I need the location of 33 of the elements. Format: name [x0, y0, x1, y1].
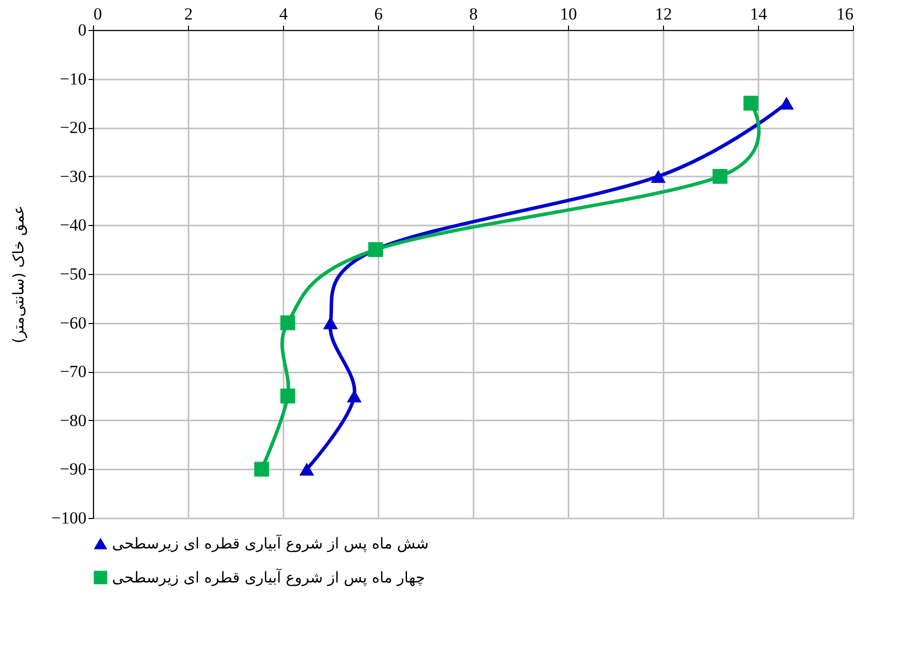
- y-tick-label: −60: [60, 313, 86, 332]
- point: [254, 462, 270, 477]
- point: [743, 96, 758, 111]
- y-tick-label: −50: [60, 264, 86, 284]
- y-tick-label: −20: [60, 118, 86, 138]
- x-tick-label: 10: [560, 4, 577, 24]
- x-tick-label: 8: [469, 4, 478, 24]
- y-tick-label: −80: [60, 410, 86, 430]
- y-tick-label: −30: [60, 166, 86, 186]
- point: [280, 315, 296, 330]
- x-tick-label: 0: [94, 4, 102, 24]
- x-tick-label: 4: [279, 4, 288, 24]
- y-tick-label: 0: [78, 20, 86, 40]
- point: [299, 462, 314, 476]
- legend-label: چهار ماه پس از شروع آبیاری قطره ای زیرسطحی: [112, 568, 426, 586]
- x-tick-label: 2: [184, 4, 193, 24]
- x-tick-label: 12: [655, 4, 672, 24]
- y-tick-label: −70: [60, 362, 86, 382]
- y-axis-title: عمق خاک (سانتی‌متر): [9, 206, 28, 344]
- y-tick-label: −40: [60, 216, 86, 235]
- point: [779, 96, 794, 110]
- y-tick-label: −10: [60, 69, 86, 88]
- y-tick-label: −100: [51, 508, 86, 528]
- point: [712, 168, 728, 184]
- legend-label: شش ماه پس از شروع آبیاری قطره ای زیرسطحی: [112, 534, 429, 552]
- point: [346, 390, 362, 402]
- x-tick-label: 6: [374, 4, 383, 24]
- x-tick-label: 14: [750, 4, 768, 24]
- point: [323, 316, 338, 330]
- point: [650, 170, 666, 183]
- y-tick-label: −90: [60, 460, 86, 479]
- x-tick-label: 16: [836, 4, 854, 24]
- point: [280, 388, 296, 404]
